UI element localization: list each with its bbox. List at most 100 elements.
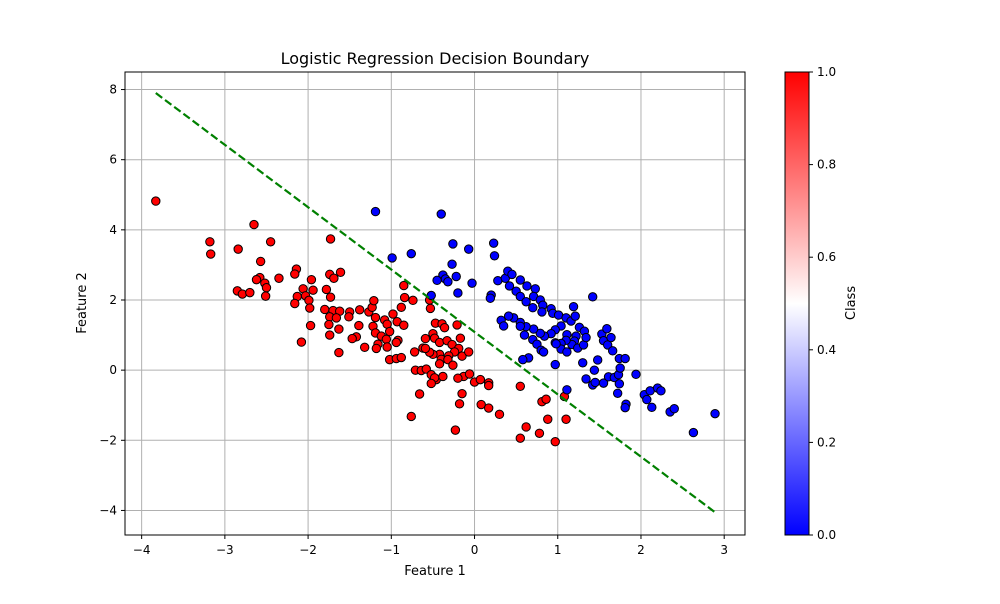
scatter-point-class-1 (408, 295, 418, 306)
scatter-point-class-1 (237, 289, 248, 299)
scatter-point-class-1 (320, 304, 330, 315)
scatter-point-class-0 (451, 271, 461, 282)
scatter-point-class-0 (606, 332, 616, 343)
scatter-point-class-1 (249, 219, 259, 230)
scatter-point-class-1 (384, 326, 395, 337)
scatter-point-class-1 (151, 196, 161, 206)
scatter-point-class-1 (434, 337, 445, 348)
scatter-point-class-1 (483, 380, 494, 391)
scatter-point-class-1 (260, 291, 271, 301)
scatter-point-class-1 (371, 343, 382, 354)
scatter-point-class-0 (488, 238, 499, 248)
scatter-point-class-0 (688, 427, 699, 438)
scatter-point-class-1 (321, 284, 332, 295)
scatter-point-class-1 (354, 305, 365, 315)
scatter-point-class-0 (647, 402, 657, 413)
scatter-point-class-1 (206, 249, 216, 259)
scatter-point-class-0 (615, 363, 625, 373)
scatter-point-class-1 (425, 303, 436, 314)
scatter-point-class-1 (464, 347, 474, 357)
scatter-point-class-0 (489, 251, 500, 261)
scatter-point-class-1 (494, 409, 505, 420)
scatter-point-class-1 (543, 414, 553, 424)
scatter-point-class-1 (325, 234, 336, 244)
scatter-point-class-0 (710, 408, 720, 419)
scatter-point-class-0 (590, 377, 600, 388)
scatter-point-class-1 (476, 399, 486, 410)
scatter-point-class-0 (537, 307, 547, 317)
scatter-point-class-0 (538, 347, 549, 357)
scatter-point-class-1 (331, 313, 342, 323)
scatter-point-class-0 (550, 359, 560, 370)
scatter-point-class-0 (570, 311, 580, 321)
y-tick-label: −2 (99, 433, 117, 447)
scatter-point-class-0 (443, 277, 453, 287)
scatter-point-class-1 (391, 337, 402, 348)
scatter-point-class-1 (420, 333, 431, 344)
scatter-point-class-1 (329, 273, 339, 283)
scatter-point-class-0 (519, 330, 530, 340)
scatter-point-class-1 (457, 388, 467, 399)
scatter-point-class-1 (308, 285, 318, 295)
y-tick-label: −4 (99, 503, 117, 517)
scatter-point-class-0 (521, 297, 531, 307)
scatter-point-class-0 (562, 347, 572, 357)
scatter-point-class-1 (251, 274, 262, 285)
scatter-point-class-0 (464, 244, 474, 254)
scatter-point-class-0 (581, 332, 591, 343)
scatter-point-class-0 (581, 374, 591, 384)
scatter-point-class-1 (475, 374, 486, 385)
scatter-point-class-1 (305, 303, 315, 313)
colorbar-tick-label: 0.4 (817, 343, 836, 357)
scatter-point-class-0 (620, 353, 630, 364)
scatter-point-class-1 (541, 394, 551, 404)
scatter-point-class-1 (439, 323, 450, 333)
y-axis: −4 −2 0 2 4 6 8 (99, 83, 125, 517)
scatter-point-class-1 (396, 302, 406, 313)
scatter-point-class-0 (515, 275, 526, 285)
colorbar-gradient (784, 71, 810, 536)
scatter-point-class-0 (656, 386, 666, 396)
scatter-point-class-1 (521, 422, 531, 432)
scatter-point-class-1 (457, 351, 467, 361)
scatter-point-class-1 (399, 320, 409, 330)
scatter-point-class-1 (347, 333, 357, 344)
decision-boundary-line (155, 92, 717, 514)
scatter-point-class-1 (290, 269, 300, 279)
scatter-point-class-1 (420, 343, 431, 354)
scatter-point-class-0 (453, 288, 463, 298)
scatter-point-class-0 (518, 354, 528, 365)
scatter-point-class-0 (612, 388, 623, 398)
scatter-point-class-0 (432, 275, 442, 286)
scatter-point-class-0 (515, 291, 526, 302)
scatter-point-class-0 (642, 394, 652, 405)
scatter-point-class-1 (255, 256, 266, 267)
colorbar-tick-label: 0.2 (817, 435, 836, 449)
y-axis-label: Feature 2 (75, 272, 90, 334)
chart-title: Logistic Regression Decision Boundary (281, 49, 590, 68)
scatter-point-class-1 (414, 389, 425, 399)
scatter-point-class-0 (436, 209, 446, 219)
scatter-point-class-1 (233, 244, 243, 254)
scatter-point-class-0 (598, 378, 609, 388)
scatter-point-class-1 (382, 342, 392, 352)
scatter-point-class-0 (503, 311, 514, 321)
colorbar-ticks: 0.0 0.2 0.4 0.6 0.8 1.0 (809, 65, 836, 542)
x-tick-label: −3 (216, 543, 234, 557)
scatter-point-class-1 (448, 360, 458, 370)
scatter-point-class-0 (631, 369, 641, 380)
scatter-point-class-1 (325, 292, 336, 302)
grid (125, 72, 745, 535)
scatter-point-class-0 (592, 355, 603, 365)
scatter-point-class-0 (589, 365, 600, 375)
scatter-point-class-1 (359, 342, 370, 353)
x-axis: −4 −3 −2 −1 0 1 2 3 (133, 535, 728, 557)
scatter-point-class-0 (528, 303, 538, 313)
x-tick-label: 3 (720, 543, 728, 557)
y-tick-label: 0 (109, 363, 117, 377)
scatter-point-class-1 (335, 267, 346, 277)
scatter-point-class-0 (406, 248, 416, 259)
scatter-point-class-0 (578, 358, 588, 368)
